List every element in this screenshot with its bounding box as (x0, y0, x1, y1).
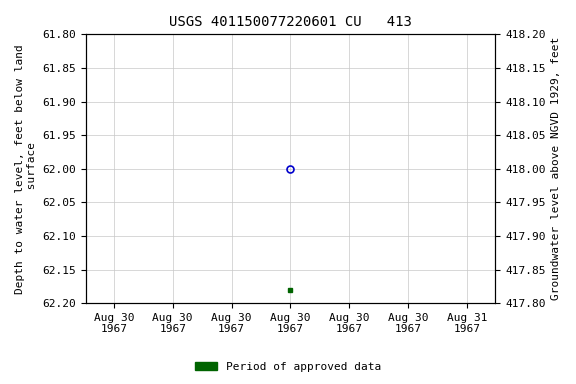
Y-axis label: Depth to water level, feet below land
 surface: Depth to water level, feet below land su… (15, 44, 37, 294)
Title: USGS 401150077220601 CU   413: USGS 401150077220601 CU 413 (169, 15, 412, 29)
Y-axis label: Groundwater level above NGVD 1929, feet: Groundwater level above NGVD 1929, feet (551, 37, 561, 300)
Legend: Period of approved data: Period of approved data (191, 358, 385, 377)
